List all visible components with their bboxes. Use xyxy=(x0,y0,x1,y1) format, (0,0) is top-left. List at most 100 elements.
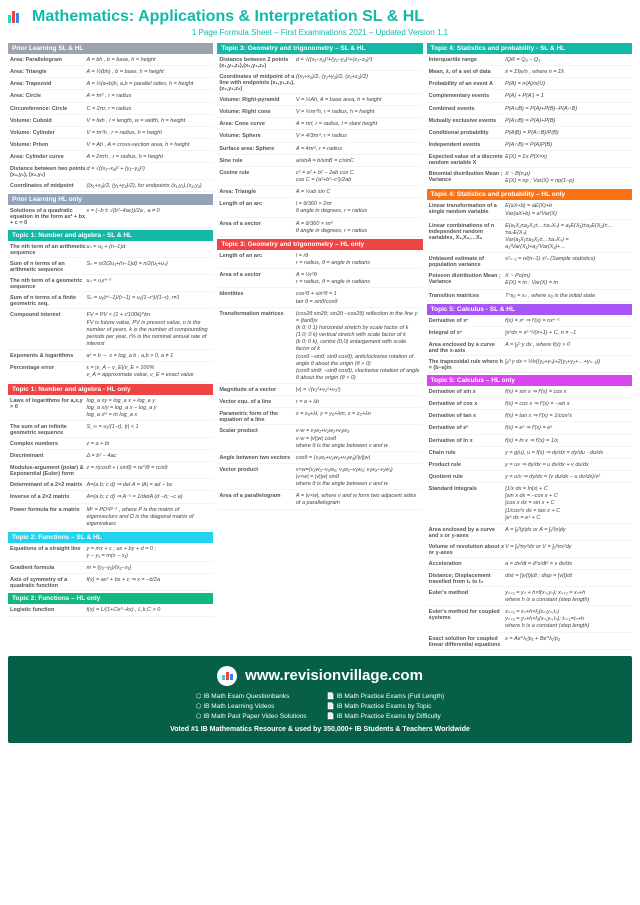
formula-label: Surface area: Sphere xyxy=(219,146,296,153)
formula-label: Area enclosed by a curve and the x-axis xyxy=(429,342,506,354)
footer-link[interactable]: ⬡ IB Math Learning Videos xyxy=(196,702,307,710)
formula-label: Area of a sector xyxy=(219,272,296,286)
formula-value: d = √((x₁−x₂)²+(y₁−y₂)²+(z₁−z₂)²) xyxy=(296,57,421,69)
formula-value: V = ∫ₐᵇπy²dx or V = ∫ₐᵇπx²dy xyxy=(505,544,630,556)
formula-label: Parametric form of the equation of a lin… xyxy=(219,411,296,423)
formula-value: x̄ = Σfᵢxᵢ/n , where n = Σfᵢ xyxy=(505,69,630,76)
formula-value: f(x) = eˣ ⇒ f'(x) = eˣ xyxy=(505,425,630,432)
formula-label: Length of an arc xyxy=(219,201,296,215)
footer-link[interactable]: 📄 IB Math Practice Exams (Full Length) xyxy=(327,692,445,700)
formula-value: ε = |v_A − v_E|/v_E × 100%v_A = approxim… xyxy=(87,365,212,379)
formula-row: Area: Cone curveA = πrl, r = radius, l =… xyxy=(217,120,422,130)
section-header: Topic 5: Calculus - SL & HL xyxy=(427,304,632,315)
formula-value: l = rθr = radius, θ = angle in radians xyxy=(296,253,421,267)
formula-row: Euler's method for coupled systemsxₙ₊₁ =… xyxy=(427,608,632,632)
formula-label: Derivative of tan x xyxy=(429,413,506,420)
formula-value: l = θ/360 × 2πrθ angle in degrees, r = r… xyxy=(296,201,421,215)
formula-value: x = x₀+λl, y = y₀+λm, z = z₀+λn xyxy=(296,411,421,423)
formula-value: A = |v×w|, where v and w form two adjace… xyxy=(296,493,421,507)
formula-value: z = a + bi xyxy=(87,441,212,448)
formula-value: |v| = √(v₁²+v₂²+v₃²) xyxy=(296,387,421,394)
formula-row: Exponents & logarithmsaˣ = b ⇔ x = log_a… xyxy=(8,352,213,362)
formula-row: Volume: PrismV = Ah , A = cross-section … xyxy=(8,141,213,151)
formula-value: Sₙ = n/2(2u₁+(n−1)d) = n/2(u₁+uₙ) xyxy=(87,261,212,273)
formula-label: Area enclosed by a curve and x or y-axes xyxy=(429,527,506,539)
formula-label: Identities xyxy=(219,291,296,305)
formula-label: Axis of symmetry of a quadratic function xyxy=(10,577,87,589)
formula-value: x = Ae^λ₁ᵗp₁ + Be^λ₂ᵗp₂ xyxy=(505,636,630,648)
formula-value: A = ∫ₐᵇ y dx , where f(x) > 0 xyxy=(505,342,630,354)
formula-row: Distance; Displacement travelled from t₁… xyxy=(427,572,632,587)
formula-value: f(x) = ax² + bx + c ⇒ x = −b/2a xyxy=(87,577,212,589)
formula-value: m = (y₂−y₁)/(x₂−x₁) xyxy=(87,565,212,572)
formula-label: Volume: Cuboid xyxy=(10,118,87,125)
formula-row: Sum of n terms of a finite geometric seq… xyxy=(8,294,213,309)
formula-value: ((x₁+x₂)/2, (y₁+y₂)/2), for endpoints (x… xyxy=(87,183,212,190)
formula-row: Distance between two points (x₁,y₁), (x₂… xyxy=(8,165,213,180)
formula-row: Axis of symmetry of a quadratic function… xyxy=(8,576,213,591)
formula-row: Expected value of a discrete random vari… xyxy=(427,153,632,168)
formula-label: Transformation matrices xyxy=(219,311,296,382)
formula-row: Combined eventsP(A∪B) = P(A)+P(B)−P(A∩B) xyxy=(427,105,632,115)
formula-value: uₙ = u₁rⁿ⁻¹ xyxy=(87,278,212,290)
formula-row: Percentage errorε = |v_A − v_E|/v_E × 10… xyxy=(8,364,213,381)
footer: www.revisionvillage.com ⬡ IB Math Exam Q… xyxy=(8,656,632,743)
formula-row: Area: CircleA = πr² , r = radius xyxy=(8,92,213,102)
formula-value: S_∞ = u₁/(1−r), |r| < 1 xyxy=(87,424,212,436)
formula-row: Area: Cylinder curveA = 2πrh , r = radiu… xyxy=(8,153,213,163)
formula-row: Sum of n terms of an arithmetic sequence… xyxy=(8,260,213,275)
section-header: Topic 4: Statistics and probability - SL… xyxy=(427,43,632,54)
footer-links: ⬡ IB Math Exam Questionbanks ⬡ IB Math Le… xyxy=(18,692,622,720)
formula-value: y = uv ⇒ dy/dx = u dv/dx + v du/dx xyxy=(505,462,630,469)
formula-value: z = r(cosθ + i sinθ) = re^iθ = rcisθ xyxy=(87,465,212,477)
formula-label: The trapezoidal rule where h = (b−a)/n xyxy=(429,359,506,371)
formula-row: Gradient formulam = (y₂−y₁)/(x₂−x₁) xyxy=(8,564,213,574)
formula-value: A = ½(bh) , b = base, h = height xyxy=(87,69,212,76)
formula-label: Sum of n terms of an arithmetic sequence xyxy=(10,261,87,273)
formula-label: Coordinates of midpoint xyxy=(10,183,87,190)
footer-link[interactable]: ⬡ IB Math Past Paper Video Solutions xyxy=(196,712,307,720)
formula-row: DiscriminantΔ = b² − 4ac xyxy=(8,452,213,462)
formula-label: Magnitude of a vector xyxy=(219,387,296,394)
formula-label: Mean, x̄, of a set of data xyxy=(429,69,506,76)
formula-value: y = u/v ⇒ dy/dx = (v du/dx − u dv/dx)/v² xyxy=(505,474,630,481)
formula-value: Mⁿ = PDⁿP⁻¹ , where P is the matrix of e… xyxy=(87,507,212,528)
formula-label: The sum of an infinite geometric sequenc… xyxy=(10,424,87,436)
formula-label: Derivative of xⁿ xyxy=(429,318,506,325)
formula-row: Distance between 2 points (x₁,y₁,z₁),(x₂… xyxy=(217,56,422,71)
formula-label: Power formula for a matrix xyxy=(10,507,87,528)
footer-url[interactable]: www.revisionvillage.com xyxy=(245,667,423,684)
formula-row: Derivative of xⁿf(x) = xⁿ ⇒ f'(x) = nxⁿ⁻… xyxy=(427,317,632,327)
formula-row: Length of an arcl = rθr = radius, θ = an… xyxy=(217,252,422,269)
footer-link[interactable]: ⬡ IB Math Exam Questionbanks xyxy=(196,692,307,700)
formula-row: Complex numbersz = a + bi xyxy=(8,440,213,450)
formula-label: Standard integrals xyxy=(429,486,506,522)
formula-label: Derivative of sin x xyxy=(429,389,506,396)
formula-label: Distance between two points (x₁,y₁), (x₂… xyxy=(10,166,87,178)
page-title: Mathematics: Applications & Interpretati… xyxy=(32,8,424,26)
formula-value: Δ = b² − 4ac xyxy=(87,453,212,460)
formula-value: log_a xy = log_a x + log_a ylog_a x/y = … xyxy=(87,398,212,419)
formula-row: Equations of a straight liney = mx + c ;… xyxy=(8,545,213,562)
formula-label: Area: Cylinder curve xyxy=(10,154,87,161)
formula-value: A=(a b; c d) ⇒ det A = |A| = ad − bc xyxy=(87,482,212,489)
formula-row: The sum of an infinite geometric sequenc… xyxy=(8,423,213,438)
formula-value: P(A∩B) = P(A)P(B) xyxy=(505,142,630,149)
formula-value: X ~ Po(m)E(X) = m ; Var(X) = m xyxy=(505,273,630,287)
formula-value: dist = ∫|v(t)|dt ; disp = ∫v(t)dt xyxy=(505,573,630,585)
formula-value: P(A∪B) = P(A)+P(B) xyxy=(505,118,630,125)
section-header: Topic 4: Statistics and probability – HL… xyxy=(427,189,632,200)
formula-label: Volume: Cylinder xyxy=(10,130,87,137)
formula-value: y = mx + c ; ax + by + d = 0 ;y − y₁ = m… xyxy=(87,546,212,560)
formula-row: Mutually exclusive eventsP(A∪B) = P(A)+P… xyxy=(427,117,632,127)
formula-row: Independent eventsP(A∩B) = P(A)P(B) xyxy=(427,141,632,151)
footer-link[interactable]: 📄 IB Math Practice Exams by Difficulty xyxy=(327,712,445,720)
formula-row: The nth term of a geometric sequenceuₙ =… xyxy=(8,277,213,292)
section-header: Topic 3: Geometry and trigonometry – SL … xyxy=(217,43,422,54)
formula-label: Integral of xⁿ xyxy=(429,330,506,337)
formula-label: Poisson distribution Mean ; Variance xyxy=(429,273,506,287)
footer-link[interactable]: 📄 IB Math Practice Exams by Topic xyxy=(327,702,445,710)
formula-value: E(aX+b) = aE(X)+bVar(aX+b) = a²Var(X) xyxy=(505,203,630,217)
formula-label: Independent events xyxy=(429,142,506,149)
formula-label: Laws of logarithms for a,x,y > 0 xyxy=(10,398,87,419)
